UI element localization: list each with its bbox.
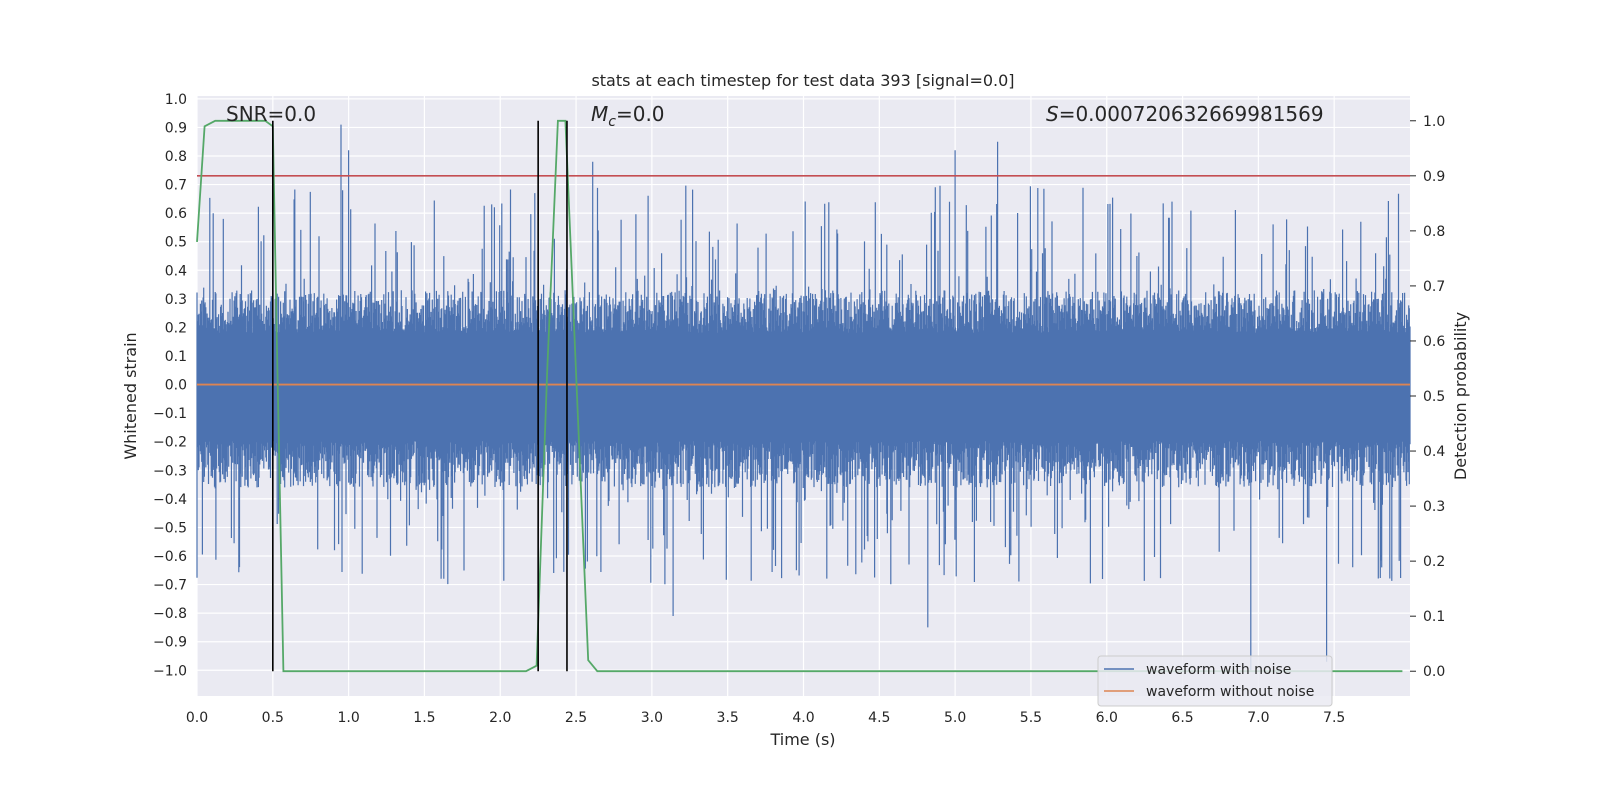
y-tick-label: 0.9: [165, 120, 187, 136]
y2-axis-label: Detection probability: [1451, 312, 1470, 480]
x-tick-label: 2.5: [565, 710, 587, 726]
y2-tick-label: 0.8: [1423, 224, 1445, 240]
x-tick-label: 5.5: [1020, 710, 1042, 726]
legend-box: [1097, 655, 1333, 707]
y-tick-label: 0.5: [165, 235, 187, 251]
y-axis-ticks: −1.0 −0.9 −0.8 −0.7 −0.6 −0.5 −0.4 −0.3 −0.2 −0.1…: [153, 92, 187, 679]
y2-axis-ticks: 0.0 0.1 0.2 0.3 0.4 0.5 0.6 0.7 0.8 0.9 1.0: [1410, 114, 1445, 680]
noise-waveform-line: [196, 124, 1411, 671]
x-tick-label: 3.5: [717, 710, 739, 726]
y-tick-label: 1.0: [165, 92, 187, 108]
s-symbol: S: [1046, 102, 1059, 126]
x-tick-label: 2.0: [489, 710, 511, 726]
y-tick-label: −0.1: [153, 406, 187, 422]
y2-tick-label: 0.6: [1423, 334, 1445, 350]
x-tick-label: 1.0: [337, 710, 359, 726]
y-tick-label: −0.7: [153, 578, 187, 594]
x-tick-label: 4.0: [792, 710, 814, 726]
y-tick-label: 0.2: [165, 320, 187, 336]
y2-tick-label: 0.0: [1423, 664, 1445, 680]
x-tick-label: 4.5: [868, 710, 890, 726]
chart-title: stats at each timestep for test data 393…: [591, 71, 1014, 90]
x-tick-label: 3.0: [641, 710, 663, 726]
x-axis-ticks: 0.0 0.5 1.0 1.5 2.0 2.5 3.0 3.5 4.0 4.5 5.0 5.5 6.0 6…: [186, 710, 1345, 726]
y-axis-label: Whitened strain: [121, 332, 140, 459]
y-tick-label: −0.3: [153, 463, 187, 479]
mc-subscript: c: [608, 114, 616, 130]
y2-tick-label: 0.2: [1423, 554, 1445, 570]
y-tick-label: 0.0: [165, 378, 187, 394]
s-annotation: S=0.000720632669981569: [1046, 102, 1324, 126]
x-tick-label: 5.0: [944, 710, 966, 726]
y-tick-label: 0.1: [165, 349, 187, 365]
x-tick-label: 6.5: [1171, 710, 1193, 726]
y2-tick-label: 0.7: [1423, 279, 1445, 295]
mc-annotation: Mc=0.0: [591, 102, 665, 130]
y-tick-label: −0.4: [153, 492, 187, 508]
y-tick-label: 0.8: [165, 149, 187, 165]
y2-tick-label: 0.9: [1423, 169, 1445, 185]
y2-tick-label: 0.3: [1423, 499, 1445, 515]
y-tick-label: −0.9: [153, 635, 187, 651]
y2-tick-label: 0.1: [1423, 609, 1445, 625]
series-layer: [196, 119, 1411, 673]
y2-tick-label: 0.5: [1423, 389, 1445, 405]
x-tick-label: 6.0: [1096, 710, 1118, 726]
detection-probability-line: [196, 119, 1403, 673]
x-tick-label: 1.5: [413, 710, 435, 726]
x-tick-label: 7.5: [1323, 710, 1345, 726]
y-tick-label: 0.3: [165, 292, 187, 308]
y2-tick-label: 1.0: [1423, 114, 1445, 130]
snr-annotation: SNR=0.0: [226, 102, 316, 126]
y-tick-label: 0.4: [165, 263, 187, 279]
y-tick-label: −0.2: [153, 435, 187, 451]
mc-symbol: M: [591, 102, 608, 126]
x-axis-label: Time (s): [769, 730, 835, 749]
y-tick-label: −1.0: [153, 663, 187, 679]
y-tick-label: −0.6: [153, 549, 187, 565]
y-tick-label: 0.7: [165, 178, 187, 194]
y-tick-label: −0.8: [153, 606, 187, 622]
y-tick-label: −0.5: [153, 520, 187, 536]
legend-label-noise: waveform with noise: [1146, 662, 1291, 678]
x-tick-label: 0.0: [186, 710, 208, 726]
y2-tick-label: 0.4: [1423, 444, 1445, 460]
s-value: =0.000720632669981569: [1059, 102, 1324, 126]
y-tick-label: 0.6: [165, 206, 187, 222]
legend-label-clean: waveform without noise: [1146, 684, 1314, 700]
x-tick-label: 0.5: [262, 710, 284, 726]
legend: waveform with noise waveform without noi…: [1097, 655, 1333, 707]
x-tick-label: 7.0: [1247, 710, 1269, 726]
mc-value: =0.0: [616, 102, 665, 126]
